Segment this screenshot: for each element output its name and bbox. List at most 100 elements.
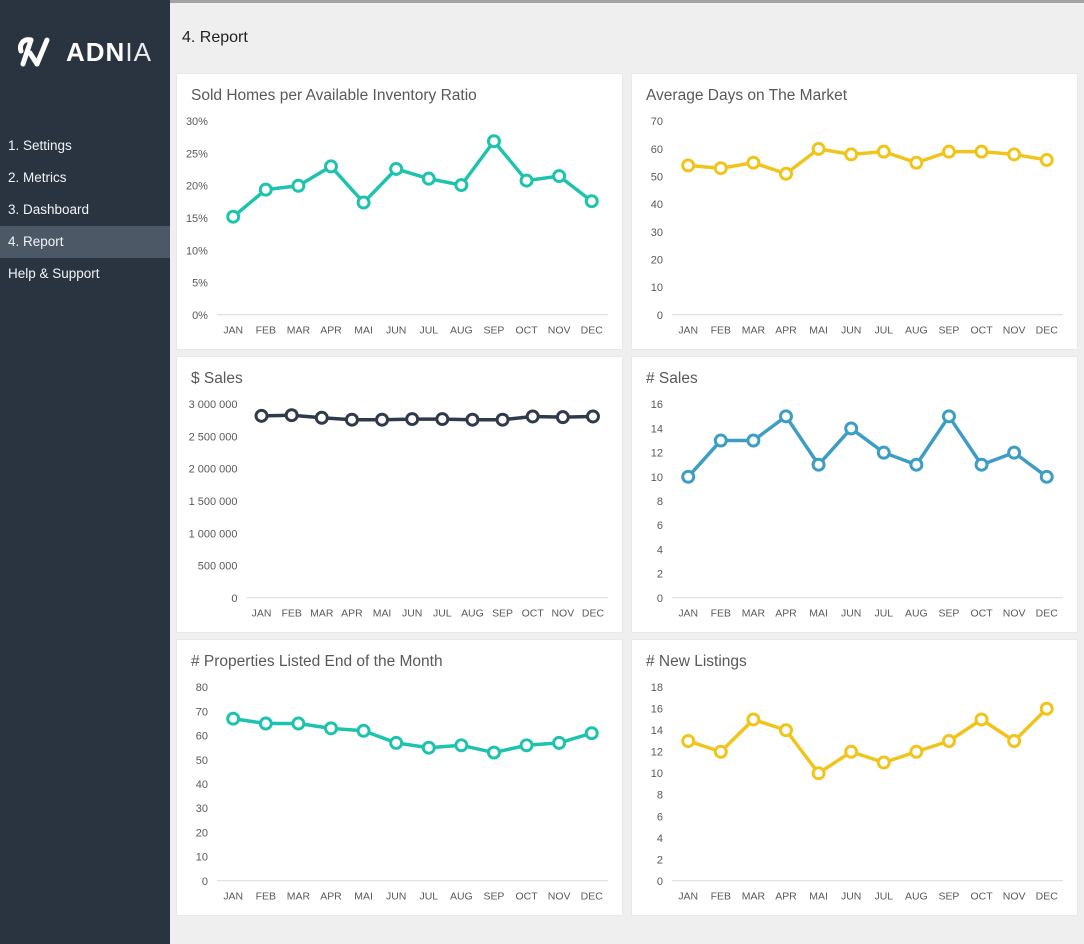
svg-text:8: 8: [657, 496, 663, 508]
chart-title: $ Sales: [191, 370, 243, 387]
line-chart-num-sales: 0 2 4 6 8 10 12 14 16 JAN FEB MAR APR MAI JUN JUL AUG SEP…: [651, 399, 1064, 620]
svg-text:DEC: DEC: [582, 609, 605, 620]
svg-text:10%: 10%: [186, 245, 208, 257]
chart-card-average-days: Average Days on The Market 0 10 20 30 40 50 60…: [631, 73, 1078, 350]
sidebar-nav: 1. Settings 2. Metrics 3. Dashboard 4. R…: [0, 130, 170, 290]
svg-text:APR: APR: [320, 892, 342, 903]
svg-text:0: 0: [657, 876, 663, 888]
svg-text:NOV: NOV: [1003, 892, 1026, 903]
svg-text:SEP: SEP: [483, 892, 504, 903]
svg-text:60: 60: [651, 144, 663, 156]
svg-text:AUG: AUG: [450, 892, 473, 903]
svg-text:MAR: MAR: [310, 609, 334, 620]
svg-text:30: 30: [196, 803, 208, 815]
sidebar-item-report[interactable]: 4. Report: [0, 226, 170, 258]
svg-text:40: 40: [651, 199, 663, 211]
charts-grid: Sold Homes per Available Inventory Ratio…: [170, 73, 1084, 924]
svg-text:DEC: DEC: [581, 892, 604, 903]
svg-text:12: 12: [651, 448, 663, 460]
svg-text:6: 6: [657, 811, 663, 823]
svg-text:50: 50: [651, 172, 663, 184]
chart-card-num-sales: # Sales 0 2 4 6 8 10 12 14 16 JAN FEB MAR APR MAI JUN J…: [631, 356, 1078, 633]
svg-text:3 000 000: 3 000 000: [189, 399, 238, 411]
svg-text:AUG: AUG: [905, 609, 928, 620]
svg-text:FEB: FEB: [711, 326, 731, 337]
svg-text:NOV: NOV: [1003, 326, 1026, 337]
svg-text:10: 10: [196, 852, 208, 864]
svg-text:MAR: MAR: [742, 609, 766, 620]
sidebar-item-metrics[interactable]: 2. Metrics: [8, 170, 67, 185]
svg-text:AUG: AUG: [461, 609, 484, 620]
chart-card-properties-listed: # Properties Listed End of the Month 0 10…: [176, 639, 623, 916]
svg-text:SEP: SEP: [492, 609, 513, 620]
svg-text:25%: 25%: [186, 148, 208, 160]
svg-text:30%: 30%: [186, 116, 208, 128]
svg-text:JAN: JAN: [223, 326, 243, 337]
svg-text:50: 50: [196, 755, 208, 767]
svg-text:APR: APR: [775, 609, 797, 620]
svg-text:20: 20: [196, 827, 208, 839]
svg-text:10: 10: [651, 768, 663, 780]
svg-text:JAN: JAN: [678, 326, 698, 337]
sidebar: ADNIA 1. Settings 2. Metrics 3. Dashboar…: [0, 0, 170, 944]
brand-name: ADNIA: [66, 37, 152, 68]
svg-text:0: 0: [657, 310, 663, 322]
svg-text:80: 80: [196, 682, 208, 694]
svg-text:10: 10: [651, 472, 663, 484]
line-chart-properties-listed: 0 10 20 30 40 50 60 70 80 JAN FEB MAR APR MAI JUN JUL AU…: [196, 682, 609, 903]
svg-text:70: 70: [651, 116, 663, 128]
brand-name-bold: ADN: [66, 36, 126, 67]
chart-title: # New Listings: [646, 653, 747, 670]
sidebar-item-help-support[interactable]: Help & Support: [8, 266, 100, 281]
svg-text:18: 18: [651, 682, 663, 694]
sidebar-item-dashboard[interactable]: 3. Dashboard: [8, 202, 90, 217]
svg-text:20%: 20%: [186, 181, 208, 193]
svg-text:4: 4: [657, 833, 663, 845]
svg-text:16: 16: [651, 399, 663, 411]
svg-text:FEB: FEB: [256, 326, 276, 337]
svg-text:NOV: NOV: [1003, 609, 1026, 620]
svg-text:4: 4: [657, 544, 663, 556]
svg-text:DEC: DEC: [1036, 892, 1059, 903]
svg-text:JUL: JUL: [874, 609, 893, 620]
svg-text:MAI: MAI: [809, 892, 828, 903]
chart-title: Sold Homes per Available Inventory Ratio: [191, 87, 477, 104]
svg-text:JUN: JUN: [402, 609, 422, 620]
svg-text:FEB: FEB: [711, 892, 731, 903]
svg-text:MAI: MAI: [809, 609, 828, 620]
svg-text:JUN: JUN: [841, 326, 861, 337]
svg-text:60: 60: [196, 731, 208, 743]
page-header: 4. Report: [170, 3, 1084, 73]
chart-title: Average Days on The Market: [646, 87, 848, 104]
svg-text:OCT: OCT: [515, 892, 538, 903]
svg-text:1 500 000: 1 500 000: [189, 496, 238, 508]
svg-text:6: 6: [657, 520, 663, 532]
svg-text:OCT: OCT: [515, 326, 538, 337]
main-content: 4. Report Sold Homes per Available Inven…: [170, 0, 1084, 944]
svg-text:JUN: JUN: [841, 609, 861, 620]
svg-text:20: 20: [651, 254, 663, 266]
svg-text:APR: APR: [320, 326, 342, 337]
chart-title: # Properties Listed End of the Month: [191, 653, 443, 670]
svg-text:JAN: JAN: [678, 609, 698, 620]
line-chart-new-listings: 0 2 4 6 8 10 12 14 16 18 JAN FEB MAR APR MAI JUN JUL AUG S…: [651, 682, 1064, 903]
svg-text:FEB: FEB: [281, 609, 301, 620]
svg-text:0: 0: [657, 593, 663, 605]
adnia-logo-icon: [18, 37, 50, 67]
svg-text:FEB: FEB: [711, 609, 731, 620]
svg-text:OCT: OCT: [522, 609, 545, 620]
chart-card-new-listings: # New Listings 0 2 4 6 8 10 12 14 16 18 JAN FEB MAR A…: [631, 639, 1078, 916]
sidebar-item-settings[interactable]: 1. Settings: [8, 138, 72, 153]
page-title: 4. Report: [182, 29, 248, 46]
svg-text:500 000: 500 000: [198, 561, 238, 573]
svg-text:JUL: JUL: [874, 892, 893, 903]
chart-card-inventory-ratio: Sold Homes per Available Inventory Ratio…: [176, 73, 623, 350]
svg-text:8: 8: [657, 790, 663, 802]
svg-text:JUL: JUL: [419, 326, 438, 337]
svg-text:70: 70: [196, 706, 208, 718]
svg-text:MAR: MAR: [742, 326, 766, 337]
svg-text:0%: 0%: [192, 310, 208, 322]
svg-text:JUL: JUL: [419, 892, 438, 903]
svg-text:OCT: OCT: [970, 892, 993, 903]
